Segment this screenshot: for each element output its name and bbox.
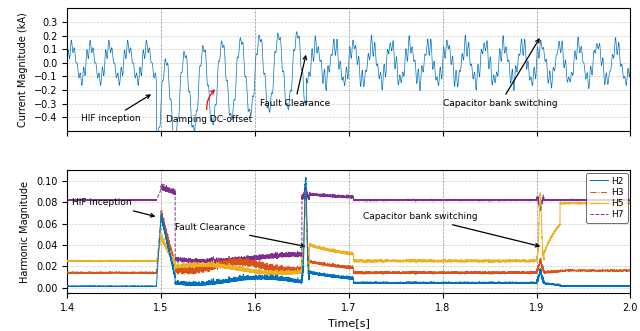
H2 — [352, 281, 360, 285]
Line: H5: H5 — [67, 193, 630, 275]
Text: Damping DC-offset: Damping DC-offset — [166, 90, 252, 124]
H3 — [302, 191, 310, 195]
Y-axis label: Current Magnitude (kA): Current Magnitude (kA) — [19, 12, 28, 127]
H3 — [147, 271, 155, 275]
H2 — [406, 281, 413, 285]
H3 — [627, 268, 634, 272]
H5 — [93, 259, 100, 263]
H7 — [63, 198, 71, 202]
Text: Capacitor bank switching: Capacitor bank switching — [363, 212, 539, 247]
H5 — [209, 264, 217, 268]
H2 — [597, 285, 605, 289]
X-axis label: Time[s]: Time[s] — [328, 318, 370, 328]
H2 — [209, 282, 217, 286]
H5 — [536, 191, 544, 195]
Line: H7: H7 — [67, 183, 630, 264]
H7 — [352, 198, 360, 202]
H3 — [209, 261, 217, 265]
Text: HIF inception: HIF inception — [81, 95, 150, 123]
H7 — [158, 181, 166, 185]
Line: H2: H2 — [67, 177, 630, 287]
H2 — [627, 284, 634, 288]
H5 — [406, 260, 413, 263]
H2 — [63, 284, 71, 288]
Legend: H2, H3, H5, H7: H2, H3, H5, H7 — [586, 173, 628, 223]
H5 — [147, 259, 155, 263]
H2 — [302, 175, 310, 179]
H2 — [147, 285, 155, 289]
H7 — [360, 198, 367, 202]
H3 — [63, 270, 71, 274]
Line: H3: H3 — [67, 193, 630, 274]
H5 — [63, 259, 71, 262]
H3 — [189, 272, 197, 276]
H7 — [209, 260, 217, 264]
H7 — [147, 198, 155, 202]
Text: Capacitor bank switching: Capacitor bank switching — [443, 39, 557, 109]
H7 — [406, 198, 413, 202]
H3 — [93, 271, 100, 275]
Y-axis label: Harmonic Magnitude: Harmonic Magnitude — [20, 181, 31, 283]
Text: Fault Clearance: Fault Clearance — [260, 56, 330, 109]
H2 — [360, 281, 367, 285]
H3 — [352, 271, 360, 275]
H2 — [93, 285, 100, 289]
H7 — [93, 198, 100, 202]
Text: HIF inception: HIF inception — [72, 199, 154, 217]
H5 — [352, 259, 360, 263]
H5 — [273, 273, 281, 277]
H5 — [627, 201, 634, 205]
H7 — [205, 262, 212, 266]
H5 — [360, 259, 367, 263]
H3 — [360, 271, 367, 275]
Text: Fault Clearance: Fault Clearance — [175, 223, 305, 247]
H7 — [627, 198, 634, 202]
H3 — [406, 270, 413, 274]
